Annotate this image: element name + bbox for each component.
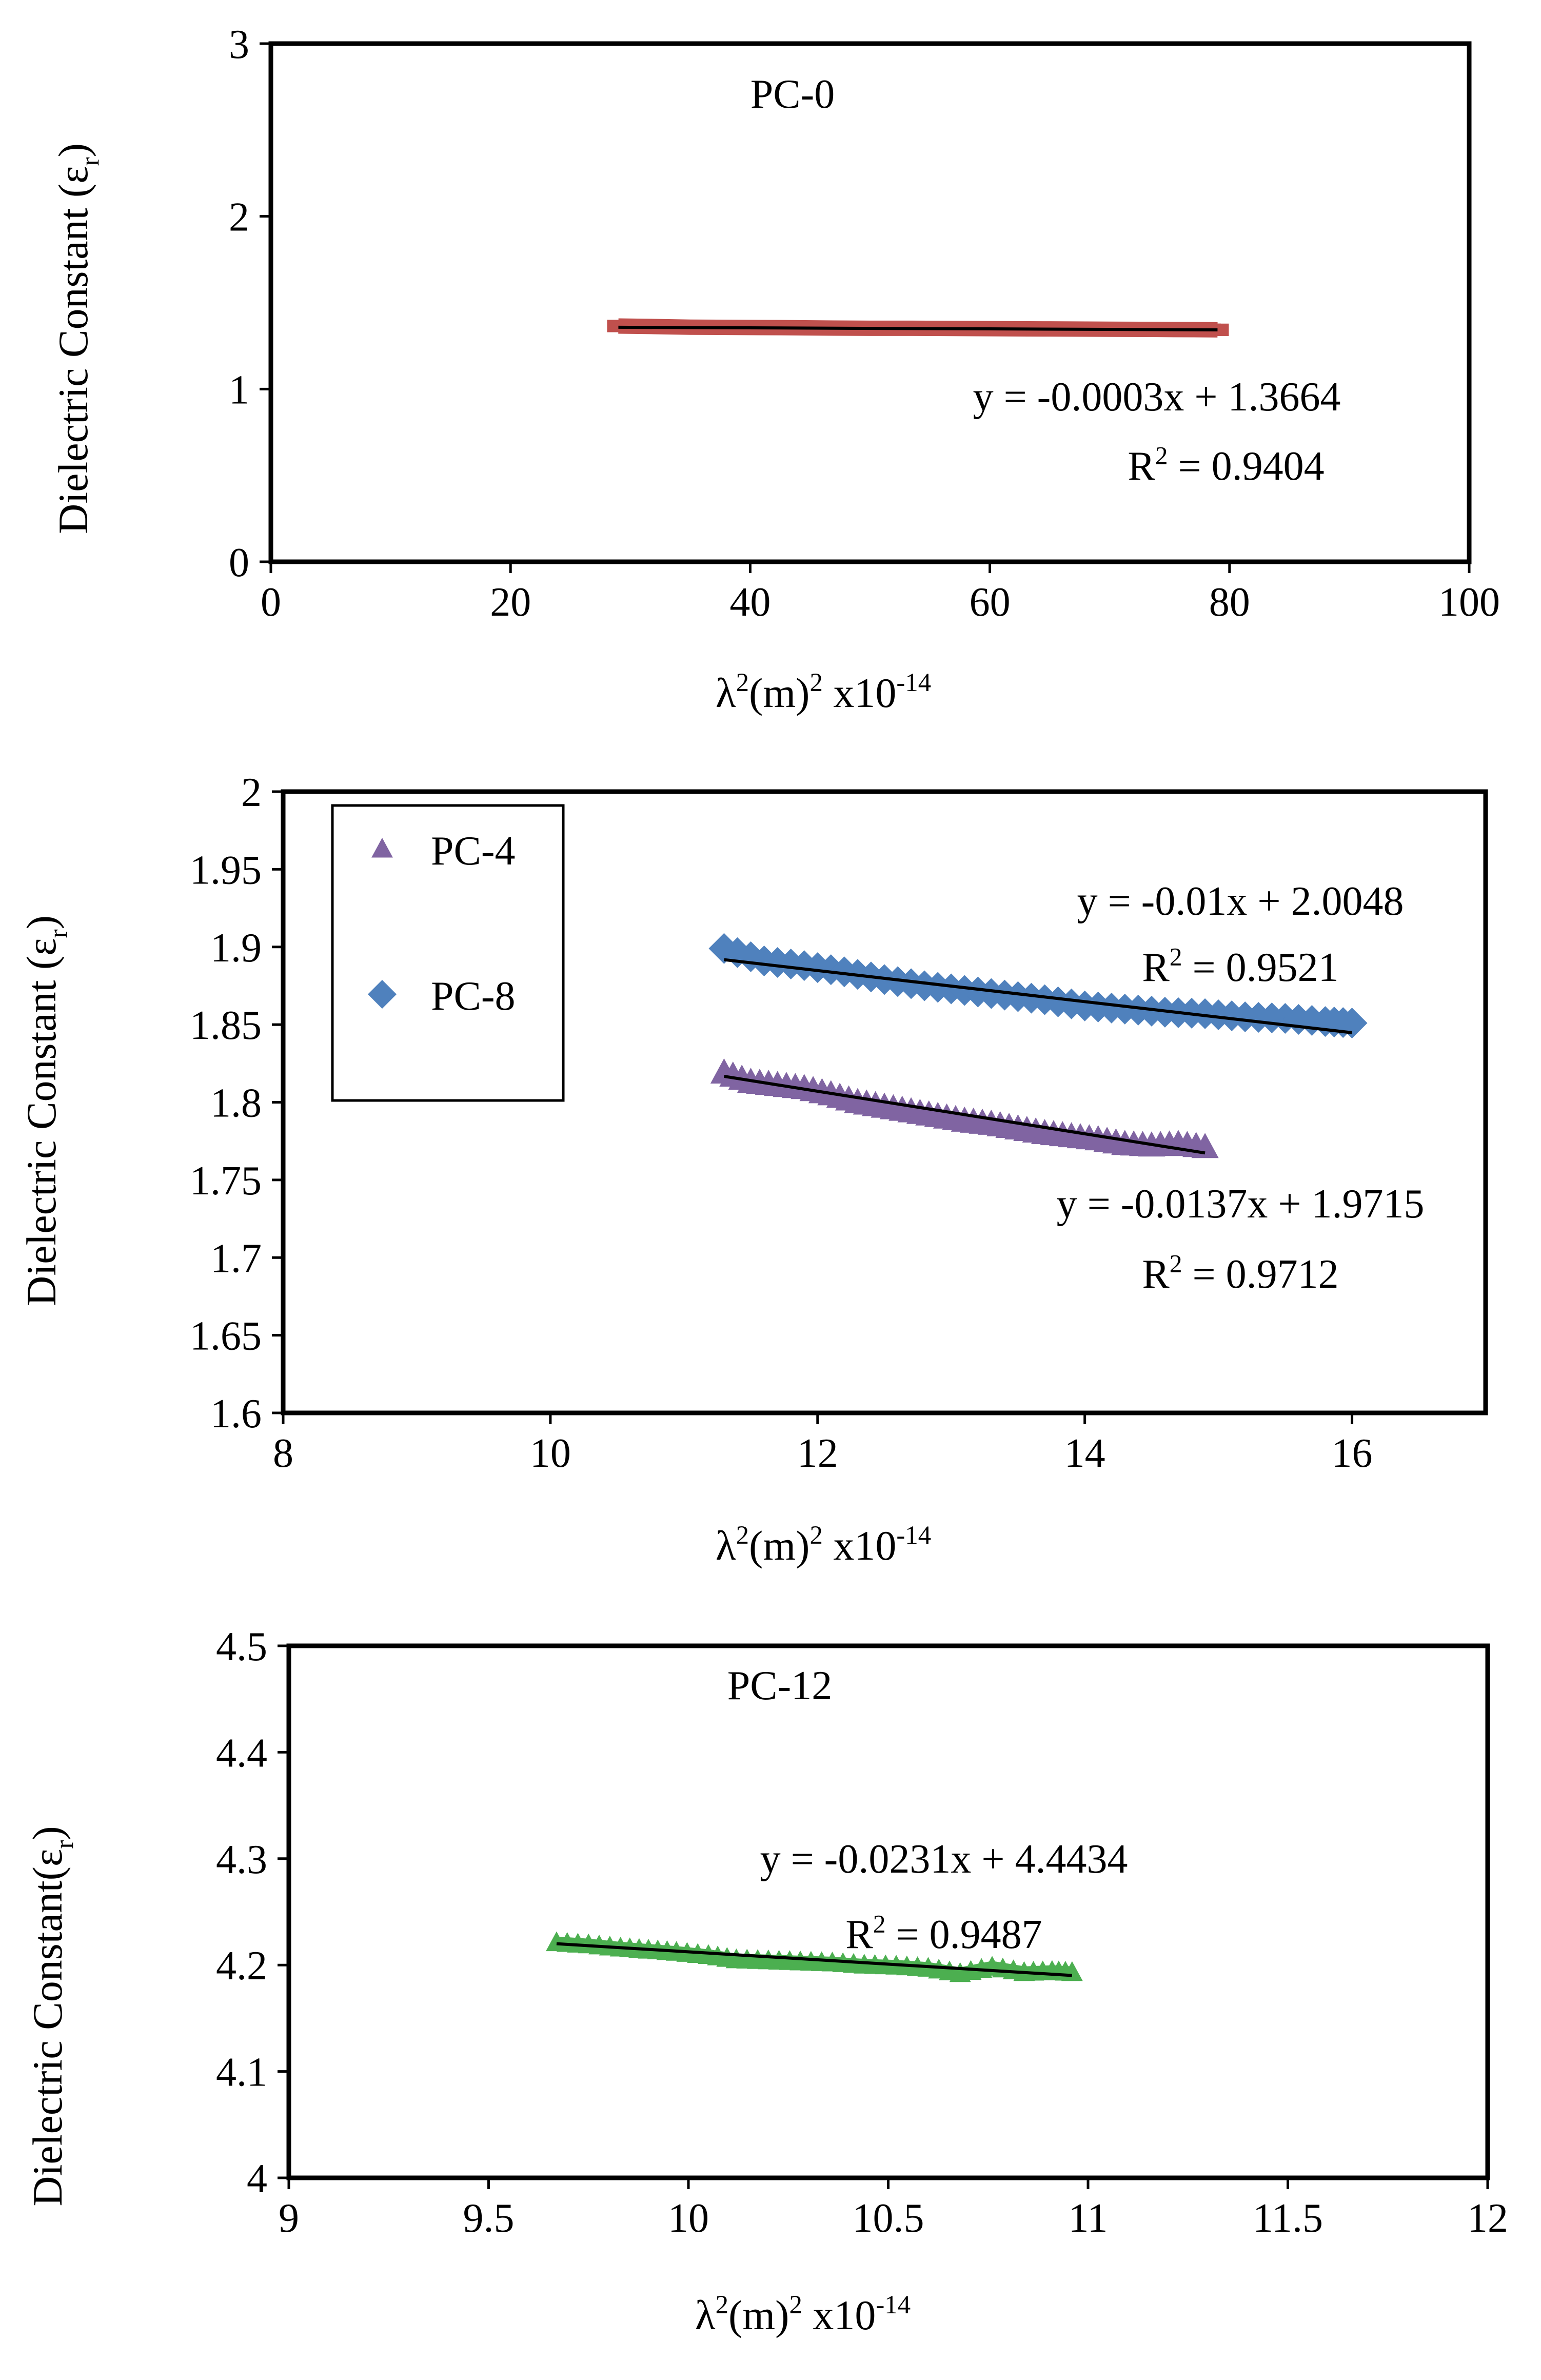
x-tick-label: 100 xyxy=(1438,580,1500,625)
y-axis-label: Dielectric Constant (εr) xyxy=(50,143,104,534)
x-tick-label: 10 xyxy=(668,2196,709,2241)
y-tick-label: 1.6 xyxy=(210,1391,262,1437)
x-tick-label: 12 xyxy=(1467,2196,1508,2241)
x-tick-label: 11.5 xyxy=(1253,2196,1323,2241)
x-tick-label: 80 xyxy=(1209,580,1250,625)
legend-marker xyxy=(371,838,393,858)
y-tick-label: 4.4 xyxy=(216,1730,267,1776)
x-tick-label: 8 xyxy=(273,1431,293,1476)
y-tick-label: 4.2 xyxy=(216,1943,267,1989)
x-tick-label: 11 xyxy=(1068,2196,1108,2241)
x-axis-label: λ2(m)2 x10-14 xyxy=(716,668,931,716)
annotation: y = -0.0003x + 1.3664 xyxy=(973,375,1341,420)
y-tick-label: 1.7 xyxy=(210,1236,262,1281)
trendline xyxy=(618,325,1218,331)
x-tick-label: 9 xyxy=(279,2196,299,2241)
annotation: R2 = 0.9404 xyxy=(1128,442,1324,489)
series-pc-4 xyxy=(710,1058,1219,1158)
x-tick-label: 20 xyxy=(490,580,531,625)
y-tick-label: 2 xyxy=(241,770,262,815)
y-tick-label: 1.85 xyxy=(190,1003,262,1048)
y-tick-label: 1.9 xyxy=(210,926,262,971)
legend: PC-4 PC-8 xyxy=(331,804,565,1102)
annotation: y = -0.0231x + 4.4434 xyxy=(760,1837,1128,1882)
x-axis-label: λ2(m)2 x10-14 xyxy=(695,2290,911,2338)
y-tick-label: 4 xyxy=(247,2156,267,2201)
series-pc-12 xyxy=(546,1931,1083,1982)
data-point xyxy=(1029,984,1060,1015)
annotation: R2 = 0.9487 xyxy=(845,1910,1042,1957)
x-tick-label: 0 xyxy=(261,580,281,625)
chart-pc4-pc8: 8 10 12 14 16 1.6 1.65 1.7 1.75 1.8 1.85 1.9 1.95 2 λ2… xyxy=(18,770,1488,1569)
x-tick-label: 16 xyxy=(1332,1431,1373,1476)
annotation: PC-0 xyxy=(750,72,835,117)
x-tick-label: 9.5 xyxy=(463,2196,515,2241)
y-tick-label: 0 xyxy=(229,540,249,585)
y-tick-label: 1 xyxy=(229,367,249,412)
plot-frame xyxy=(268,41,1472,564)
x-tick-label: 60 xyxy=(970,580,1011,625)
y-tick-label: 4.1 xyxy=(216,2050,267,2095)
x-tick-label: 10 xyxy=(530,1431,571,1476)
annotation: y = -0.01x + 2.0048 xyxy=(1077,879,1404,924)
trendline xyxy=(724,958,1352,1034)
y-axis-label: Dielectric Constant (εr) xyxy=(18,915,72,1306)
annotation: PC-12 xyxy=(727,1663,833,1708)
trendline xyxy=(723,1075,1206,1155)
x-tick-label: 14 xyxy=(1064,1431,1105,1476)
legend-box xyxy=(331,804,565,1102)
annotation: y = -0.0137x + 1.9715 xyxy=(1057,1182,1425,1227)
y-tick-label: 3 xyxy=(229,22,249,67)
y-tick-label: 2 xyxy=(229,195,249,240)
x-tick-label: 10.5 xyxy=(853,2196,924,2241)
y-tick-label: 1.95 xyxy=(190,848,262,893)
annotation: R2 = 0.9521 xyxy=(1142,943,1338,990)
trendline xyxy=(556,1942,1073,1977)
x-axis-label: λ2(m)2 x10-14 xyxy=(716,1521,931,1569)
y-tick-label: 1.8 xyxy=(210,1081,262,1126)
chart-pc0: 0 20 40 60 80 100 0 1 2 3 λ2(m)2 x10-14 Dielectric … xyxy=(50,22,1500,716)
y-tick-label: 1.75 xyxy=(190,1158,262,1204)
legend-label: PC-8 xyxy=(431,974,516,1019)
x-tick-label: 40 xyxy=(729,580,770,625)
legend-label: PC-4 xyxy=(431,829,516,874)
series-pc-0 xyxy=(607,318,1229,338)
y-tick-label: 4.5 xyxy=(216,1624,267,1669)
x-tick-label: 12 xyxy=(797,1431,838,1476)
y-tick-label: 4.3 xyxy=(216,1837,267,1882)
annotation: R2 = 0.9712 xyxy=(1142,1250,1338,1297)
y-axis-label: Dielectric Constant(εr) xyxy=(24,1826,78,2206)
series-pc-8 xyxy=(708,933,1368,1039)
y-tick-label: 1.65 xyxy=(190,1314,262,1359)
legend-marker xyxy=(368,980,397,1009)
chart-pc12: 9 9.5 10 10.5 11 11.5 12 4 4.1 4.2 4.3 4.4 4.5 λ2(m)2… xyxy=(24,1624,1508,2338)
